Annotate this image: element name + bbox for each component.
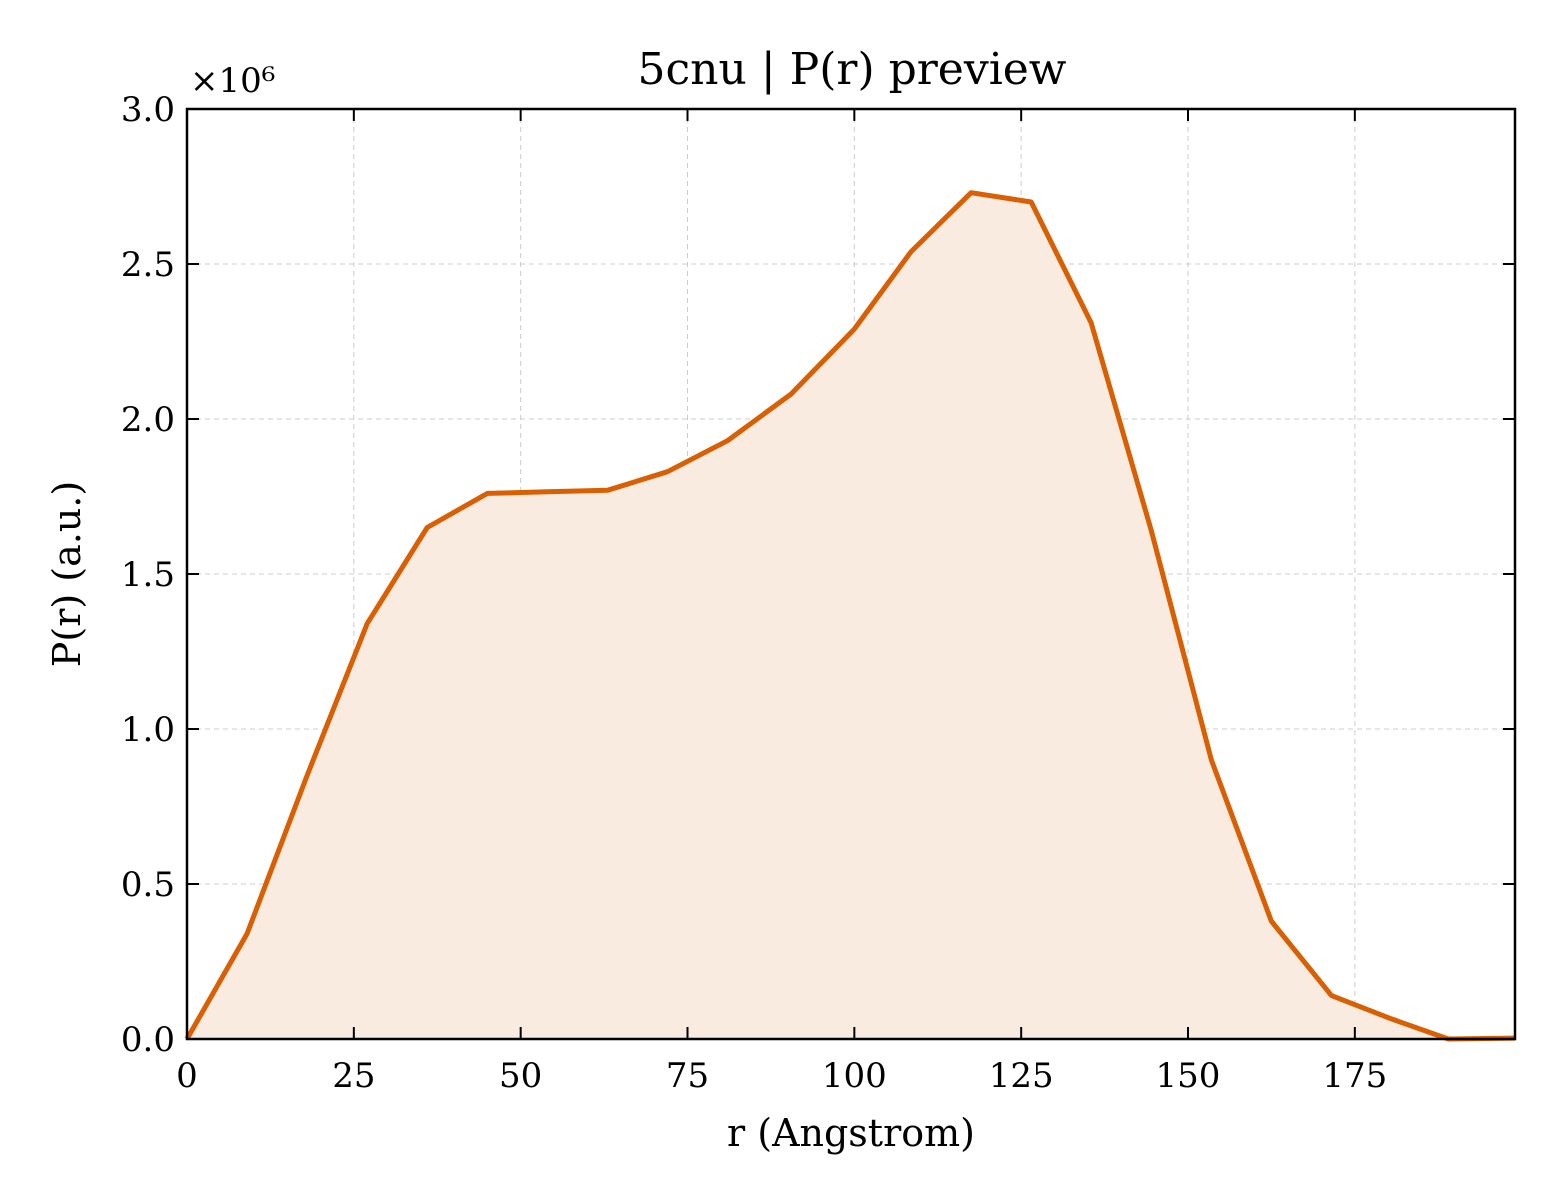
y-tick-label: 1.5 [121,555,175,595]
y-axis-label: P(r) (a.u.) [45,481,89,667]
x-tick-label: 0 [176,1056,198,1096]
y-tick-label: 2.5 [121,245,175,285]
x-tick-label: 75 [666,1056,709,1096]
y-tick-label: 0.0 [121,1020,175,1060]
x-tick-label: 175 [1322,1056,1387,1096]
x-tick-labels: 0 25 50 75 100 125 150 175 [176,1056,1387,1096]
x-axis-label: r (Angstrom) [727,1111,975,1155]
ticks [186,108,1515,1040]
series-area [187,192,1515,1039]
x-tick-label: 100 [822,1056,887,1096]
x-tick-label: 25 [332,1056,375,1096]
x-tick-label: 50 [499,1056,542,1096]
chart-title: 5cnu | P(r) preview [638,44,1067,95]
y-tick-label: 0.5 [121,865,175,905]
series-line [184,190,1516,1042]
y-tick-label: 3.0 [121,90,175,130]
y-tick-label: 1.0 [121,710,175,750]
x-tick-label: 150 [1156,1056,1221,1096]
x-tick-label: 125 [989,1056,1054,1096]
y-scale-label: ×10⁶ [190,61,275,101]
y-tick-labels: 0.0 0.5 1.0 1.5 2.0 2.5 3.0 [121,90,175,1060]
y-tick-label: 2.0 [121,400,175,440]
